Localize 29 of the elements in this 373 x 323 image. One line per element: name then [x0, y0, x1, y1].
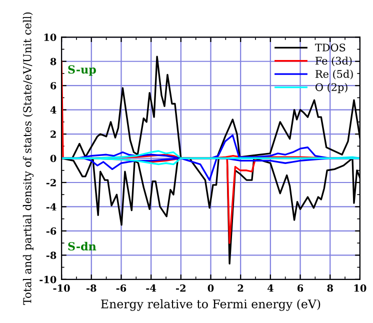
y-tick-label: 6: [50, 82, 56, 90]
x-tick-label: -6: [116, 284, 126, 292]
x-tick-label: 8: [327, 284, 333, 292]
x-axis-title: Energy relative to Fermi energy (eV): [101, 299, 320, 311]
y-tick-label: -2: [46, 178, 56, 186]
y-tick-label: -8: [46, 252, 56, 259]
y-axis-title: Total and partial density of states (State/eV/Unit cell): [22, 12, 34, 305]
y-tick-label: -4: [46, 203, 56, 210]
legend-label: TDOS: [315, 44, 346, 52]
y-tick-label: 8: [50, 58, 56, 66]
x-tick-label: 6: [297, 284, 304, 292]
x-tick-label: -8: [86, 284, 96, 292]
x-tick-label: 10: [354, 284, 366, 292]
y-tick-label: 4: [50, 106, 56, 114]
legend-label: Fe (3d): [316, 56, 352, 66]
y-tick-label: -6: [46, 227, 56, 235]
x-tick-label: 0: [208, 284, 214, 292]
y-tick-label: -10: [40, 276, 56, 284]
x-tick-label: 4: [267, 284, 274, 292]
legend-label: Re (5d): [316, 70, 353, 80]
x-tick-label: -2: [176, 284, 186, 292]
legend-label: O (2p): [316, 83, 348, 94]
annotation: S-up: [68, 65, 96, 76]
y-tick-label: 0: [50, 154, 56, 162]
y-tick-label: 2: [50, 130, 56, 138]
annotation: S-dn: [68, 242, 96, 250]
x-tick-label: 2: [238, 284, 244, 292]
y-tick-label: 10: [44, 34, 56, 41]
x-tick-label: -4: [146, 284, 156, 292]
